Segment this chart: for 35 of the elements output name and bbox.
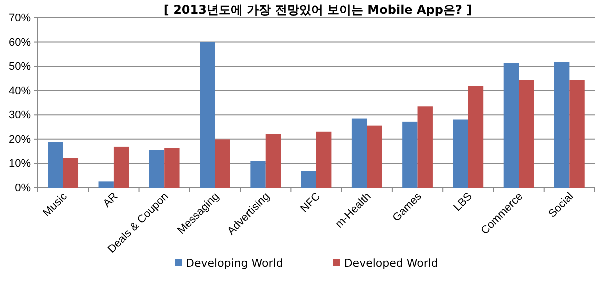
- bar: [250, 161, 266, 188]
- bar: [352, 118, 368, 188]
- bar: [63, 158, 79, 188]
- bar: [554, 62, 570, 188]
- bar: [48, 142, 64, 188]
- bar: [468, 86, 484, 188]
- legend-label: Developing World: [186, 257, 284, 270]
- bar: [453, 120, 468, 188]
- bar: [200, 42, 216, 188]
- bar: [164, 148, 180, 188]
- y-tick-label: 40%: [8, 85, 32, 98]
- bar: [215, 140, 230, 188]
- y-tick-label: 70%: [8, 12, 32, 25]
- legend-label: Developed World: [344, 257, 438, 270]
- bar: [402, 122, 418, 188]
- bar: [519, 80, 534, 188]
- bar: [570, 80, 585, 188]
- y-tick-label: 20%: [8, 134, 32, 146]
- y-tick-label: 50%: [8, 61, 32, 74]
- bar: [114, 146, 130, 188]
- x-tick-label: LBS: [452, 190, 475, 214]
- bar: [418, 106, 433, 188]
- bar: [316, 132, 332, 188]
- bar: [98, 182, 114, 188]
- y-tick-label: 0%: [15, 182, 32, 195]
- bar: [367, 126, 382, 188]
- y-tick-label: 60%: [8, 36, 32, 49]
- bar: [149, 150, 165, 188]
- y-tick-label: 10%: [8, 158, 32, 170]
- chart-title: [ 2013년도에 가장 전망있어 보이는 Mobile App은? ]: [164, 3, 472, 17]
- bar: [504, 63, 520, 188]
- bar: [301, 171, 316, 188]
- y-tick-label: 30%: [8, 110, 32, 122]
- x-tick-label: AR: [101, 190, 121, 210]
- bar: [266, 134, 282, 188]
